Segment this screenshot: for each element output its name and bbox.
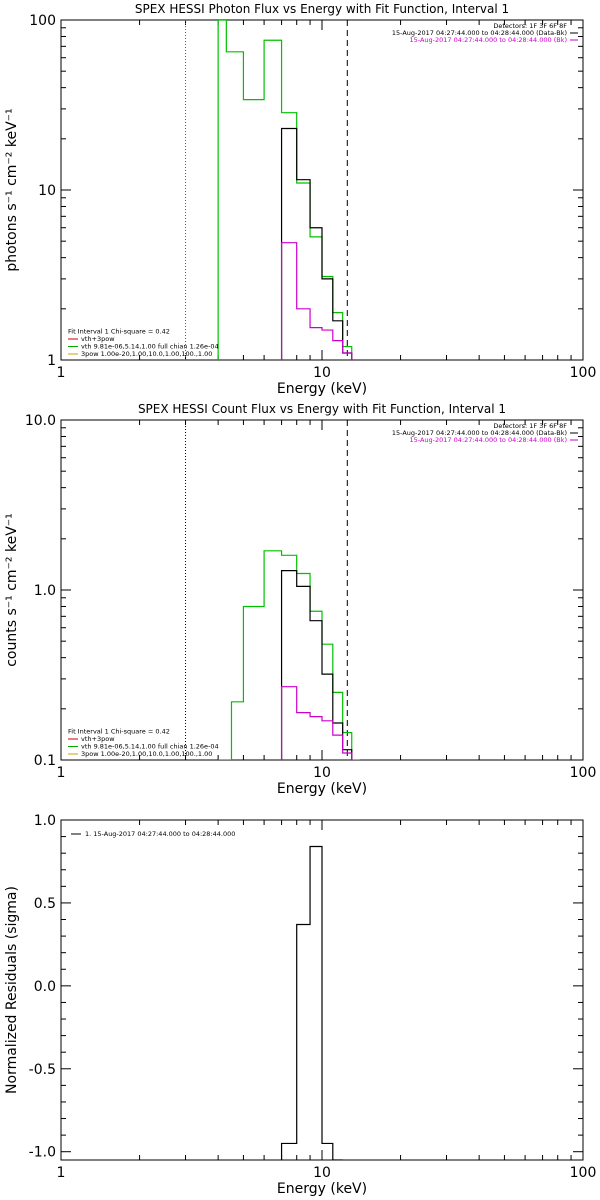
- y-tick-label: 10.0: [25, 413, 56, 429]
- y-tick-label: -1.0: [29, 1145, 56, 1161]
- y-tick-label: 100: [29, 13, 56, 29]
- x-tick-label: 10: [313, 765, 331, 781]
- plot-frame: [60, 19, 584, 361]
- y-tick-label: 1.0: [34, 583, 56, 599]
- series-group: [217, 20, 353, 360]
- plot-frame: [60, 419, 584, 761]
- legend-text: vth 9.81e-06,5.14,1.00 full chian 1.26e-…: [81, 743, 219, 751]
- x-tick-label: 10: [313, 1165, 331, 1181]
- x-tick-label: 10: [313, 365, 331, 381]
- series-line-2: [280, 127, 353, 360]
- header-text: 15-Aug-2017 04:27:44.000 to 04:28:44.000…: [410, 36, 567, 44]
- legend-text: 3pow 1.00e-20,1.00,10.0,1.00,100.,1.00: [81, 350, 212, 358]
- panel-3: 1 10 100 1.0 0.5 0.0 -0.5 -1.0 Energy (keV) Norma…: [4, 813, 596, 1197]
- x-tick-label: 100: [570, 365, 597, 381]
- y-tick-label: 10: [38, 183, 56, 199]
- y-tick-label: 0.1: [34, 753, 56, 769]
- y-tick-label: -0.5: [29, 1062, 56, 1078]
- legend-text: Fit Interval 1 Chi-square = 0.42: [68, 328, 170, 336]
- header-text: Detectors: 1F 3F 6F 8F: [493, 22, 567, 30]
- header-text: 15-Aug-2017 04:27:44.000 to 04:28:44.000…: [392, 429, 567, 437]
- x-axis-label: Energy (keV): [277, 381, 367, 397]
- y-axis-label: counts s⁻¹ cm⁻² keV⁻¹: [4, 513, 20, 667]
- series-line-2: [280, 570, 353, 760]
- y-tick-label: 1.0: [34, 813, 56, 829]
- y-tick-label: 0.5: [34, 896, 56, 912]
- plot-title: SPEX HESSI Photon Flux vs Energy with Fi…: [135, 2, 509, 16]
- header-text: 15-Aug-2017 04:27:44.000 to 04:28:44.000…: [410, 436, 567, 444]
- legend-text: Fit Interval 1 Chi-square = 0.42: [68, 728, 170, 736]
- x-tick-label: 100: [570, 765, 597, 781]
- legend-text: vth 9.81e-06,5.14,1.00 full chian 1.26e-…: [81, 343, 219, 351]
- series-line-1: [218, 550, 361, 760]
- x-tick-label: 100: [570, 1165, 597, 1181]
- x-tick-label: 1: [57, 765, 66, 781]
- legend-text: vth+3pow: [81, 735, 115, 743]
- x-tick-label: 1: [57, 365, 66, 381]
- legend-text: 3pow 1.00e-20,1.00,10.0,1.00,100.,1.00: [81, 750, 212, 758]
- y-tick-label: 0.0: [34, 979, 56, 995]
- y-axis-label: Normalized Residuals (sigma): [4, 886, 20, 1094]
- x-axis-label: Energy (keV): [277, 781, 367, 797]
- series-group: [218, 550, 361, 760]
- plot-title: SPEX HESSI Count Flux vs Energy with Fit…: [138, 402, 506, 416]
- y-axis-label: photons s⁻¹ cm⁻² keV⁻¹: [4, 108, 20, 271]
- series-line-1: [280, 845, 343, 1160]
- header-text: 15-Aug-2017 04:27:44.000 to 04:28:44.000…: [392, 29, 567, 37]
- header-text: Detectors: 1F 3F 6F 8F: [493, 422, 567, 430]
- legend-text: vth+3pow: [81, 335, 115, 343]
- series-group: [280, 845, 343, 1160]
- series-line-3: [280, 686, 353, 760]
- panel-2: SPEX HESSI Count Flux vs Energy with Fit…: [4, 402, 596, 797]
- y-tick-label: 1: [47, 353, 56, 369]
- panel-1: SPEX HESSI Photon Flux vs Energy with Fi…: [4, 2, 596, 397]
- legend-text: 1. 15-Aug-2017 04:27:44.000 to 04:28:44.…: [85, 830, 235, 838]
- series-line-3: [280, 242, 353, 360]
- x-tick-label: 1: [57, 1165, 66, 1181]
- x-axis-label: Energy (keV): [277, 1181, 367, 1197]
- series-line-1: [217, 20, 353, 360]
